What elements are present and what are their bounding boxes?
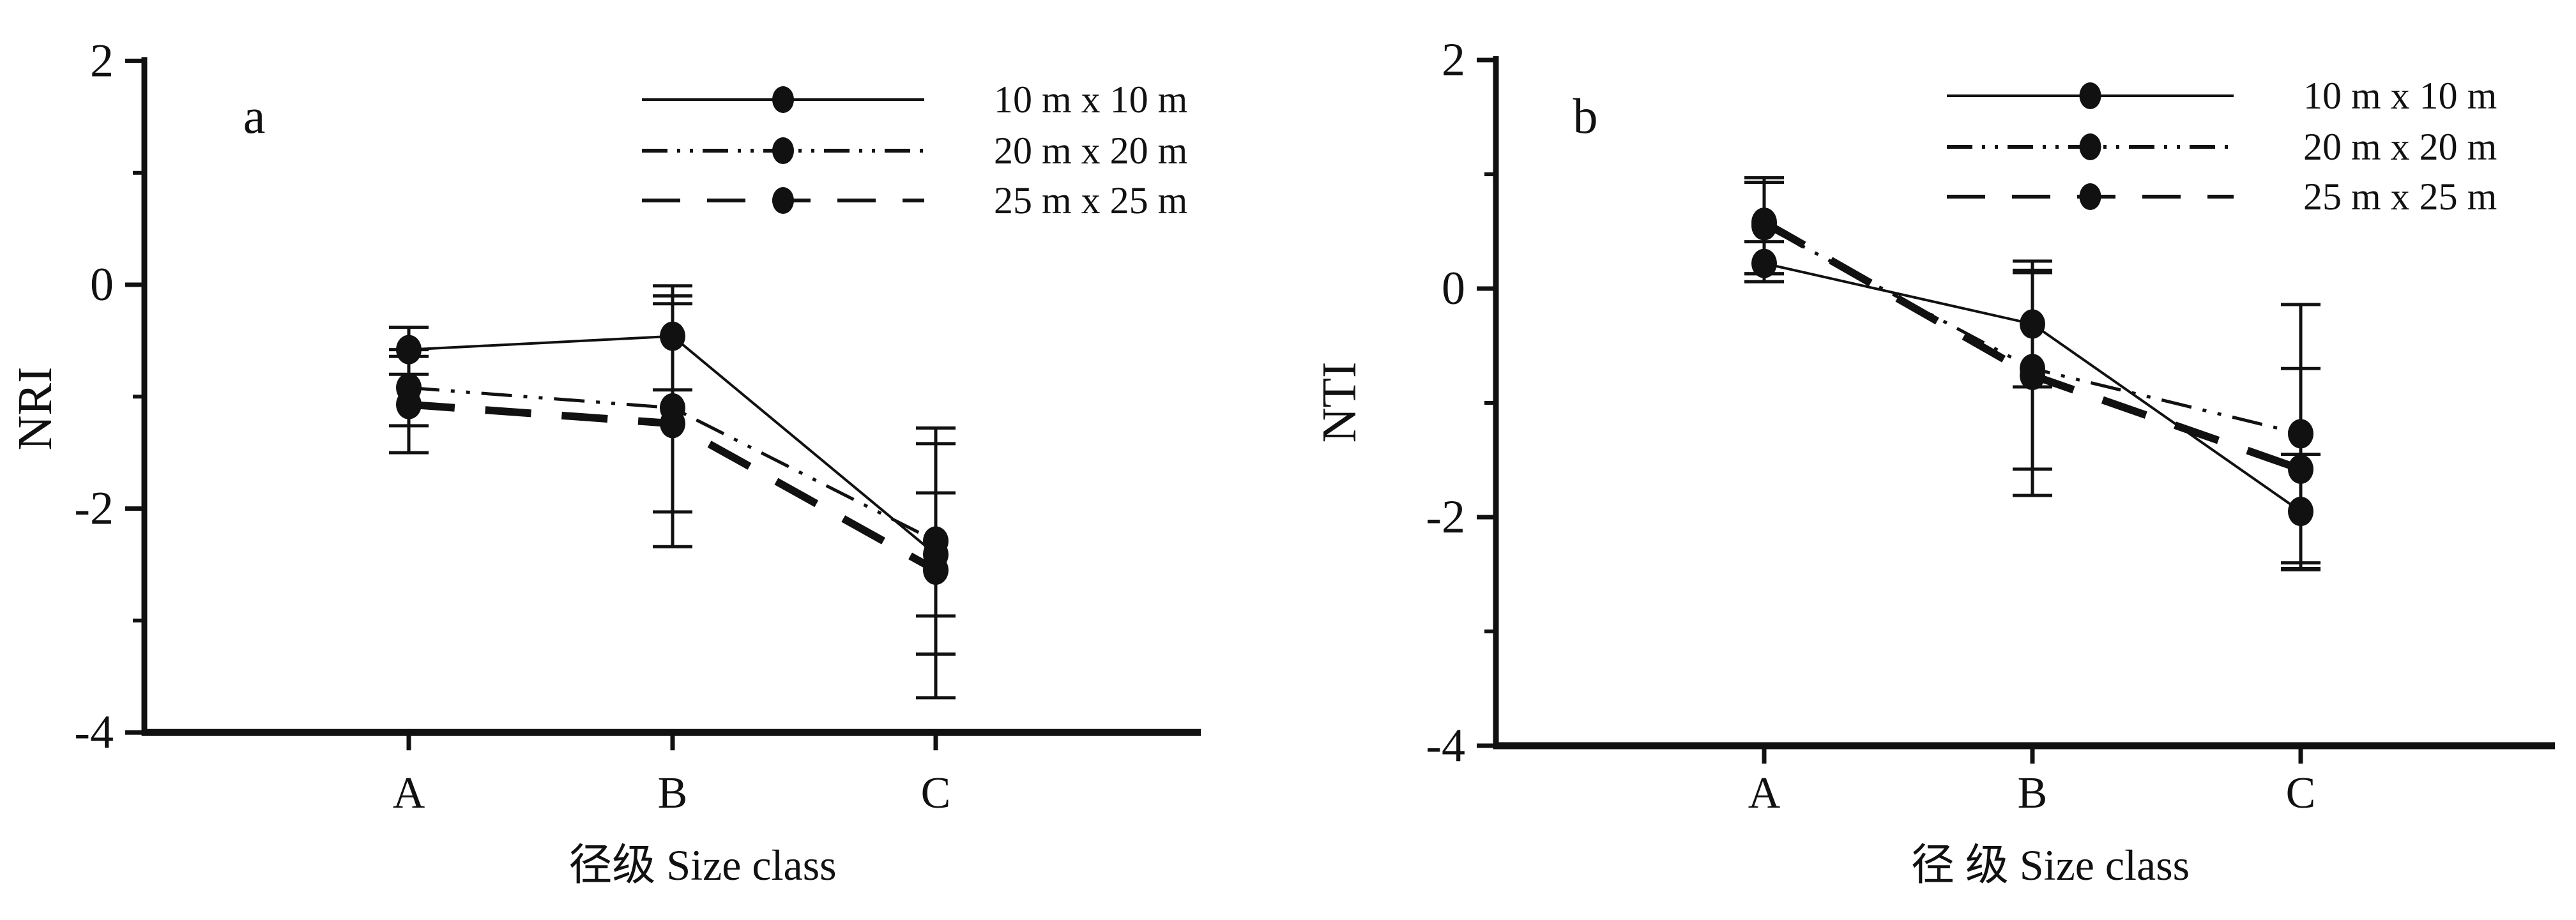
x-tick-label: B xyxy=(658,769,688,818)
data-point xyxy=(1751,248,1777,278)
y-tick-label: 0 xyxy=(90,259,114,311)
data-point xyxy=(660,409,685,439)
x-tick-label: C xyxy=(2286,769,2316,818)
data-point xyxy=(660,321,685,351)
legend-label: 25 m x 25 m xyxy=(2303,176,2497,218)
x-axis-title: 径级 Size class xyxy=(568,841,836,889)
legend-label: 10 m x 10 m xyxy=(2303,75,2497,117)
legend-item: 10 m x 10 m xyxy=(642,79,1187,121)
legend-marker xyxy=(772,86,794,113)
y-tick-label: -2 xyxy=(1426,491,1465,543)
y-tick-label: -2 xyxy=(74,483,114,535)
data-point xyxy=(2288,497,2313,527)
legend-marker xyxy=(2079,82,2101,109)
data-point xyxy=(2020,309,2045,339)
legend-item: 25 m x 25 m xyxy=(642,179,1187,222)
y-axis-title: NTI xyxy=(1313,362,1366,443)
panel-b: 2 0 -2 -4 A B C 10 m x 10 m 20 m x 20 m 25 m x 25… xyxy=(1313,34,2555,889)
legend-marker xyxy=(2079,133,2101,160)
legend-marker xyxy=(2079,183,2101,210)
data-point xyxy=(2020,361,2045,391)
y-tick-label: -4 xyxy=(74,706,114,758)
data-point xyxy=(396,389,422,419)
legend-label: 20 m x 20 m xyxy=(994,130,1187,172)
legend-label: 20 m x 20 m xyxy=(2303,126,2497,168)
legend-item: 10 m x 10 m xyxy=(1947,75,2497,117)
legend-marker xyxy=(772,137,794,164)
y-tick-label: 2 xyxy=(90,34,114,87)
series-line-2 xyxy=(408,386,937,543)
x-tick-label: C xyxy=(921,769,951,818)
x-axis-title: 径 级 Size class xyxy=(1911,841,2190,889)
legend-item: 25 m x 25 m xyxy=(1947,176,2497,218)
data-point xyxy=(396,335,422,365)
x-tick-label: A xyxy=(393,769,425,818)
data-point xyxy=(2288,419,2313,449)
legend-marker xyxy=(772,187,794,214)
y-axis-title: NRI xyxy=(8,367,62,451)
panel-letter: a xyxy=(243,88,266,144)
y-tick-label: 0 xyxy=(1442,262,1465,315)
y-tick-label: -4 xyxy=(1426,720,1465,772)
y-tick-label: 2 xyxy=(1442,34,1465,86)
data-point xyxy=(1751,207,1777,238)
legend: 10 m x 10 m 20 m x 20 m 25 m x 25 m xyxy=(642,79,1187,222)
x-tick-label: B xyxy=(2018,769,2048,818)
legend-label: 25 m x 25 m xyxy=(994,179,1187,222)
legend-item: 20 m x 20 m xyxy=(1947,126,2497,168)
panel-letter: b xyxy=(1573,88,1598,144)
panel-a: 2 0 -2 -4 A B C 10 m x 10 m 20 m x 20 m 25 m x 25… xyxy=(8,34,1201,889)
x-tick-label: A xyxy=(1748,769,1781,818)
data-point xyxy=(2288,454,2313,484)
legend-item: 20 m x 20 m xyxy=(642,130,1187,172)
data-point xyxy=(923,526,949,556)
legend: 10 m x 10 m 20 m x 20 m 25 m x 25 m xyxy=(1947,75,2497,218)
legend-label: 10 m x 10 m xyxy=(994,79,1187,121)
data-point xyxy=(923,555,949,585)
